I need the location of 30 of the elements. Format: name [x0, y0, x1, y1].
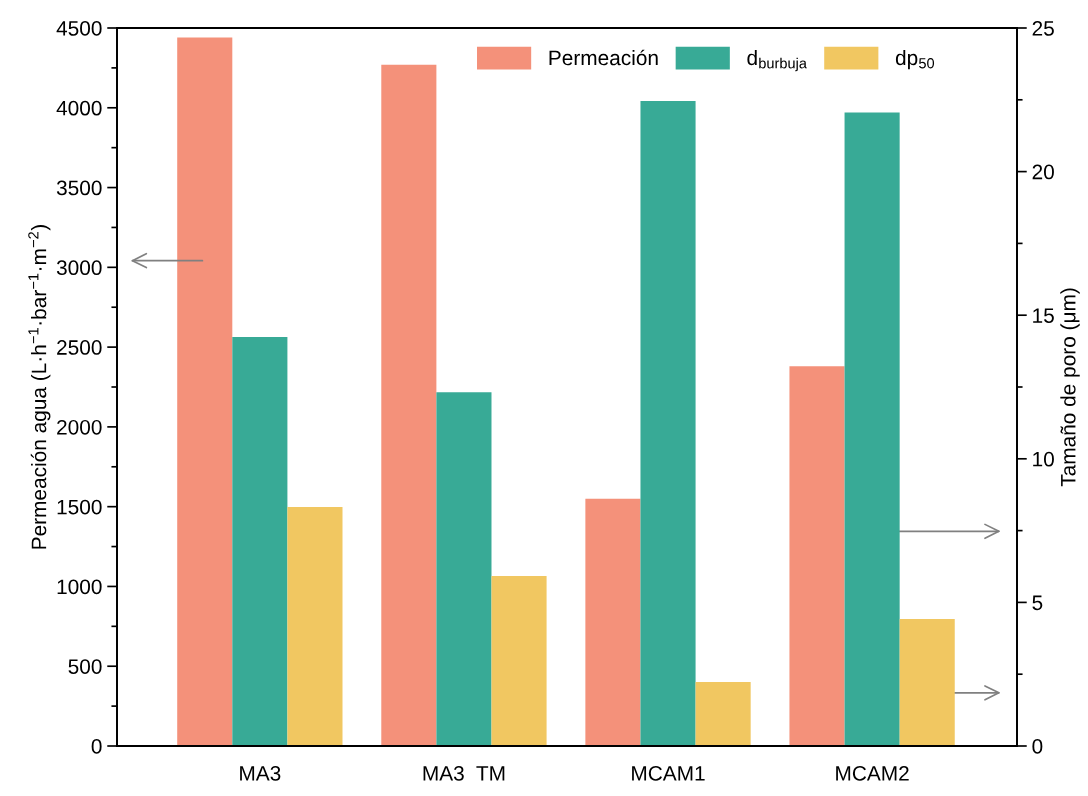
x-tick-label: MA3 TM: [423, 765, 505, 781]
y2-tick-label: 5: [1032, 595, 1043, 611]
y-tick-label: 1500: [57, 499, 102, 515]
bar: [287, 507, 343, 746]
x-tick-label: MA3: [240, 765, 281, 781]
x-tick-label: MCAM1: [632, 765, 705, 781]
y-tick-label: 2500: [57, 340, 102, 355]
legend-label: dp$_{50}$: [895, 49, 935, 70]
y-tick-label: 500: [68, 659, 102, 674]
y2-tick-label: 25: [1032, 21, 1054, 36]
y-axis-title: Permeación agua (L·h$^{−1}$·bar$^{−1}$·m$^{−2}$): [28, 225, 51, 549]
y-tick-label: 2000: [57, 419, 102, 435]
y-tick-label: 4500: [56, 21, 102, 36]
legend-label: Permeación: [549, 49, 658, 66]
bar: [491, 575, 547, 746]
y2-tick-label: 0: [1032, 739, 1043, 754]
x-tick-label: MCAM2: [836, 765, 909, 781]
y-tick-label: 3500: [56, 180, 102, 196]
y2-tick-label: 15: [1033, 308, 1054, 323]
bar: [899, 619, 955, 746]
y-tick-label: 1000: [57, 579, 102, 595]
bar: [695, 681, 751, 746]
y-tick-label: 4000: [56, 100, 102, 116]
y-tick-label: 3000: [56, 260, 102, 276]
bar: [640, 100, 696, 746]
y-tick-label: 0: [91, 739, 102, 754]
y2-tick-label: 20: [1032, 164, 1054, 180]
legend-label: d$_{burbuja}$: [747, 49, 807, 72]
y2-axis-title: Tamaño de poro (μm): [1060, 288, 1080, 487]
y2-tick-label: 10: [1033, 451, 1054, 467]
